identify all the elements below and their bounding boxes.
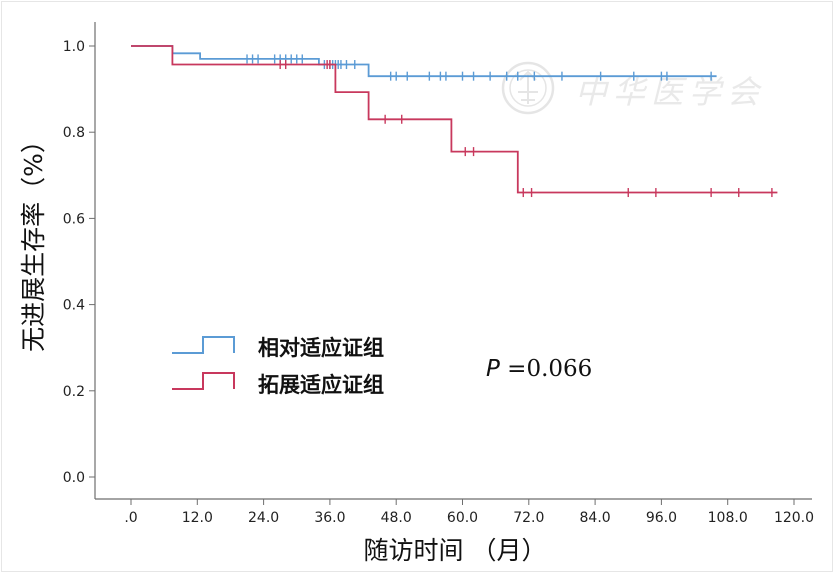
y-tick-label-3: 0.6: [63, 211, 85, 227]
y-axis-title: 无进展生存率（%）: [19, 128, 48, 352]
y-tick-label-0: 0.0: [63, 470, 85, 486]
p-value-text: =0.066: [500, 356, 592, 382]
x-tick-label-6: 72.0: [513, 510, 544, 526]
series-2-survival-line: [131, 45, 778, 194]
legend-label-series-2: 拓展适应证组: [258, 373, 384, 397]
watermark: 中华医学会: [501, 61, 765, 115]
x-tick-label-1: 12.0: [182, 510, 213, 526]
y-tick-label-1: 0.2: [63, 384, 85, 400]
x-tick-label-2: 24.0: [248, 510, 279, 526]
series-1-survival-line: [131, 45, 717, 78]
p-value-annotation: P =0.066: [486, 356, 592, 382]
p-value-symbol: P: [486, 356, 500, 382]
series-layer: [131, 45, 778, 198]
watermark-seal-inner: [509, 69, 547, 107]
x-tick-label-4: 48.0: [381, 510, 412, 526]
legend-symbol-series-1: [172, 336, 235, 354]
watermark-seal-outer: [501, 61, 555, 115]
y-axis-ticks: 0.0 0.2 0.4 0.6 0.8 1.0: [63, 39, 95, 486]
y-tick-label-5: 1.0: [63, 39, 85, 55]
legend: 相对适应证组 拓展适应证组: [172, 336, 384, 397]
series-1: [131, 45, 717, 81]
x-tick-label-8: 96.0: [646, 510, 677, 526]
x-tick-label-3: 36.0: [314, 510, 345, 526]
watermark-text: 中华医学会: [575, 73, 765, 111]
legend-symbol-series-2: [172, 372, 235, 390]
x-axis-ticks: .0 12.0 24.0 36.0 48.0 60.0 72.0 84.0 96.0 108.0 1…: [124, 499, 814, 526]
x-tick-label-0: .0: [124, 510, 137, 526]
x-axis-title: 随访时间 （月）: [364, 536, 547, 565]
series-2: [131, 45, 778, 198]
x-tick-label-10: 120.0: [774, 510, 814, 526]
x-tick-label-9: 108.0: [708, 510, 748, 526]
y-tick-label-2: 0.4: [63, 298, 85, 314]
y-tick-label-4: 0.8: [63, 125, 85, 141]
legend-label-series-1: 相对适应证组: [258, 336, 384, 360]
x-tick-label-7: 84.0: [580, 510, 611, 526]
watermark-seal-emblem: [518, 70, 538, 104]
x-tick-label-5: 60.0: [447, 510, 478, 526]
